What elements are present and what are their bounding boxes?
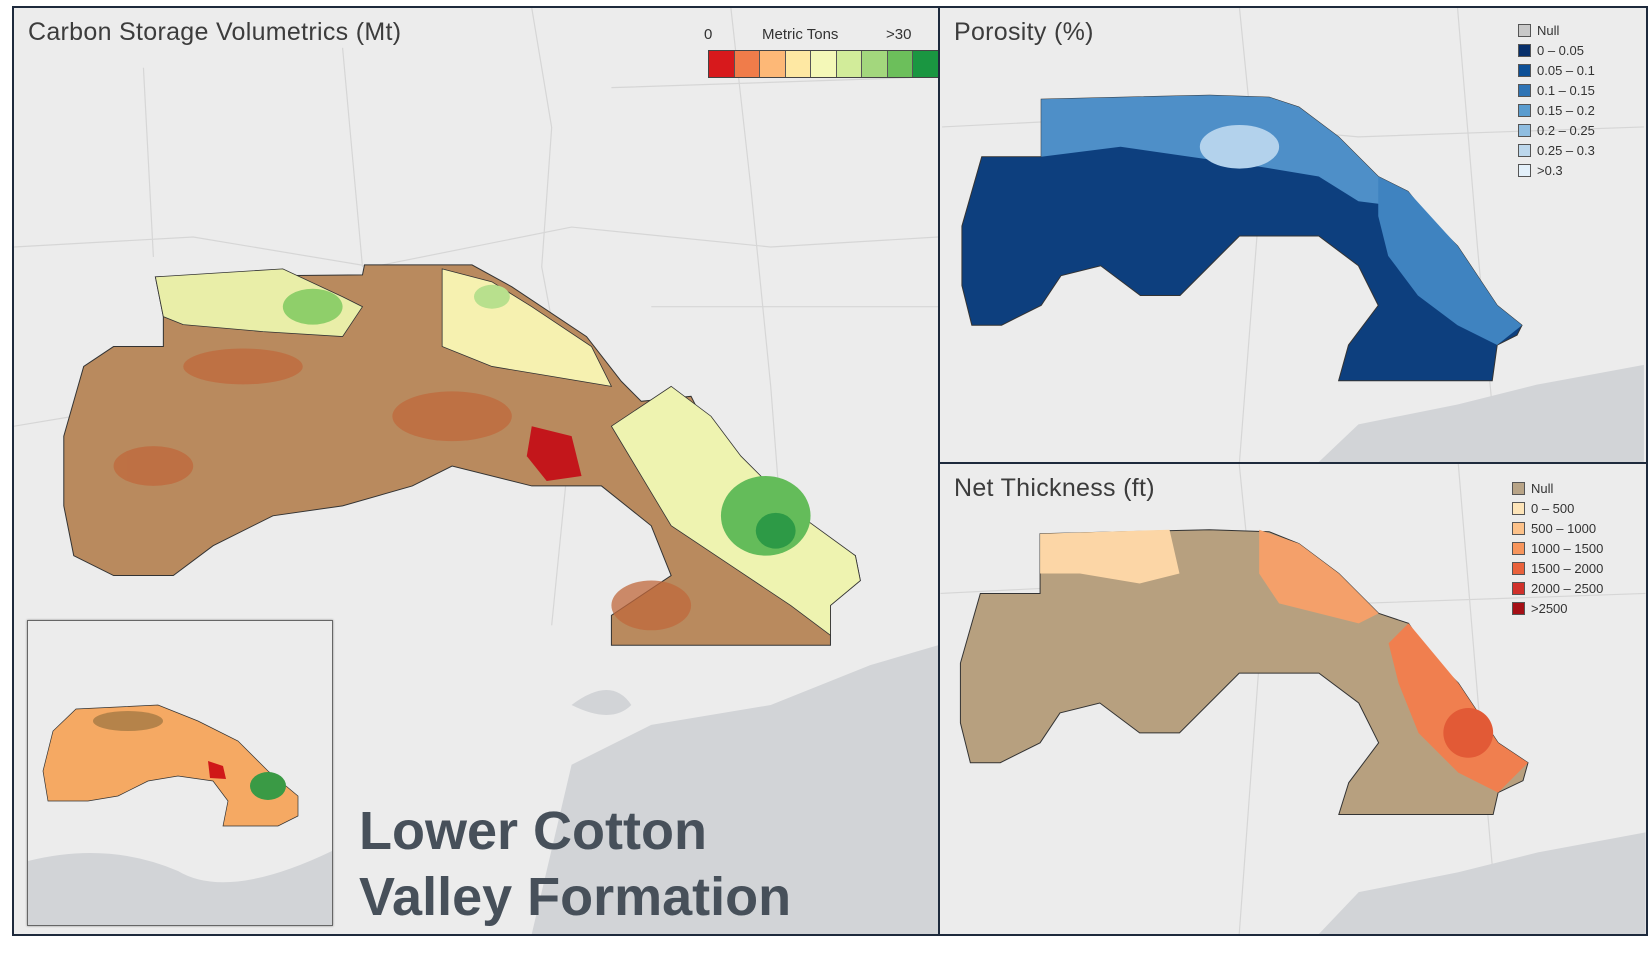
porosity-legend-label: 0 – 0.05 [1537,42,1584,58]
porosity-east-zone [1378,176,1522,346]
porosity-legend-item: 0 – 0.05 [1518,40,1595,60]
thickness-legend-item: 500 – 1000 [1512,518,1603,538]
legend-min-label: 0 [704,26,713,43]
thickness-legend-label: 0 – 500 [1531,500,1575,516]
thickness-legend-label: 500 – 1000 [1531,520,1597,536]
inset-water [28,851,332,925]
thickness-legend-label: 2000 – 2500 [1531,580,1604,596]
porosity-water [1318,364,1644,462]
thickness-legend-swatch [1512,541,1525,555]
porosity-legend-item: 0.1 – 0.15 [1518,80,1595,100]
inset-dark-zone [93,711,163,731]
east-green-peak [755,512,796,549]
net-thickness-map-panel[interactable]: Net Thickness (ft) Null 0 – 500 500 – 1000… [940,464,1648,936]
porosity-title: Porosity (%) [954,18,1094,46]
porosity-legend-label: 0.05 – 0.1 [1537,62,1595,78]
porosity-legend-label: 0.25 – 0.3 [1537,142,1595,158]
formation-name-line2: Valley Formation [359,867,792,927]
legend-color-ramp [708,50,938,78]
thickness-legend-swatch [1512,481,1525,495]
thickness-north-zone [1259,529,1379,624]
legend-ramp-step-0 [709,51,735,77]
legend-ramp-step-1 [734,51,760,77]
thickness-legend-label: 1000 – 1500 [1531,540,1604,556]
thickness-legend-label: Null [1531,480,1554,496]
legend-ramp-step-6 [862,51,888,77]
porosity-legend-item: 0.05 – 0.1 [1518,60,1595,80]
legend-ramp-step-4 [811,51,837,77]
thickness-formation [959,529,1529,816]
porosity-legend-swatch [1518,23,1531,37]
porosity-map-panel[interactable]: Porosity (%) Null 0 – 0.05 0.05 – 0.1 0.1 –… [940,6,1648,464]
net-thickness-map [940,464,1646,934]
porosity-legend-swatch [1518,83,1531,97]
carbon-storage-map-panel[interactable]: Carbon Storage Volumetrics (Mt) 0 Metric… [12,6,940,936]
porosity-light-spot [1199,124,1280,169]
legend-ramp-step-2 [760,51,786,77]
legend-max-label: >30 [886,26,912,43]
legend-ramp-step-3 [785,51,811,77]
thickness-legend-item: 0 – 500 [1512,498,1603,518]
porosity-legend-label: Null [1537,22,1560,38]
thickness-legend-label: 1500 – 2000 [1531,560,1604,576]
lake-shape [571,690,632,715]
net-thickness-title: Net Thickness (ft) [954,474,1155,502]
porosity-legend-item: 0.2 – 0.25 [1518,120,1595,140]
porosity-legend-swatch [1518,163,1531,177]
thickness-legend-swatch [1512,521,1525,535]
inset-green-zone [250,772,286,800]
thickness-east-zone [1388,623,1528,793]
basemap-lines [14,8,938,646]
thickness-legend-item: 2000 – 2500 [1512,578,1603,598]
thickness-legend-item: 1000 – 1500 [1512,538,1603,558]
thickness-legend-swatch [1512,581,1525,595]
porosity-legend-swatch [1518,103,1531,117]
legend-unit-label: Metric Tons [762,26,839,43]
carbon-storage-legend: 0 Metric Tons >30 [696,16,938,78]
thickness-legend-swatch [1512,601,1525,615]
thickness-legend-item: >2500 [1512,598,1603,618]
carbon-storage-title: Carbon Storage Volumetrics (Mt) [28,18,402,46]
porosity-legend-item: >0.3 [1518,160,1595,180]
northeast-green-spot [474,284,510,309]
inset-map-graphic [28,704,332,925]
porosity-legend-label: 0.15 – 0.2 [1537,102,1595,118]
formation-name: Lower Cotton Valley Formation [359,798,791,930]
legend-ramp-step-7 [887,51,913,77]
thickness-legend-swatch [1512,501,1525,515]
inset-map[interactable] [27,620,333,926]
thickness-legend-label: >2500 [1531,600,1568,616]
porosity-legend-item: 0.15 – 0.2 [1518,100,1595,120]
net-thickness-legend: Null 0 – 500 500 – 1000 1000 – 1500 1500 – 2… [1512,478,1603,618]
north-green-spot [282,288,343,325]
porosity-legend-swatch [1518,63,1531,77]
porosity-map [942,8,1644,462]
porosity-legend-label: >0.3 [1537,162,1563,178]
porosity-formation [961,94,1523,382]
orange-blobs [113,348,692,631]
thickness-northwest-zone [1040,529,1180,584]
legend-ramp-step-5 [836,51,862,77]
thickness-water [1318,832,1646,934]
carbon-storage-map[interactable] [14,8,938,934]
thickness-legend-item: Null [1512,478,1603,498]
thickness-legend-swatch [1512,561,1525,575]
thickness-east-core [1443,707,1494,758]
porosity-legend-item: Null [1518,20,1595,40]
inset-red-zone [208,761,226,779]
inset-formation [42,704,299,827]
legend-ramp-step-8 [913,51,938,77]
porosity-legend: Null 0 – 0.05 0.05 – 0.1 0.1 – 0.15 0.15 – 0… [1518,20,1595,180]
porosity-legend-label: 0.1 – 0.15 [1537,82,1595,98]
gulf-water [531,645,938,934]
formation-name-line1: Lower Cotton [359,801,707,861]
low-value-hotspot [526,426,582,481]
porosity-legend-swatch [1518,123,1531,137]
thickness-legend-item: 1500 – 2000 [1512,558,1603,578]
porosity-legend-label: 0.2 – 0.25 [1537,122,1595,138]
porosity-legend-item: 0.25 – 0.3 [1518,140,1595,160]
porosity-legend-swatch [1518,143,1531,157]
porosity-legend-swatch [1518,43,1531,57]
